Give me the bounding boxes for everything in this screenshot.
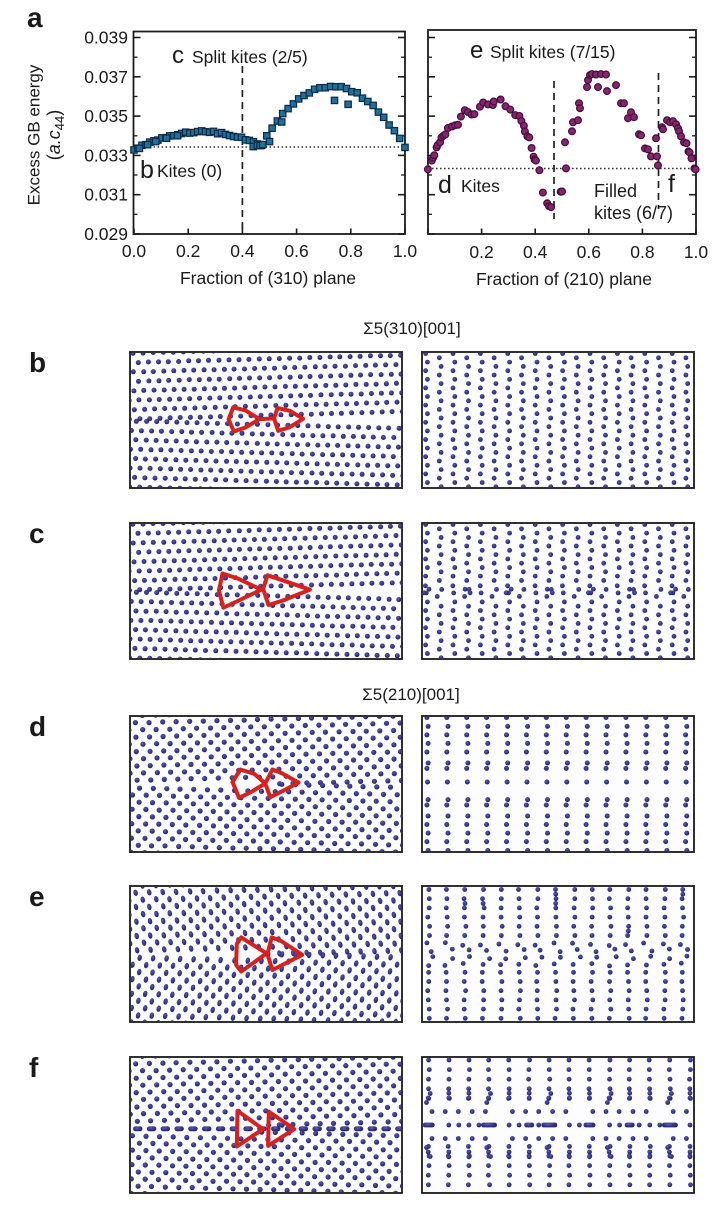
- svg-text:Kites: Kites: [461, 176, 500, 196]
- svg-text:0.8: 0.8: [630, 242, 654, 262]
- svg-text:1.0: 1.0: [684, 242, 709, 262]
- svg-text:0.031: 0.031: [84, 185, 128, 205]
- svg-text:kites (6/7): kites (6/7): [594, 203, 673, 223]
- svg-text:0.4: 0.4: [230, 241, 255, 261]
- svg-text:e: e: [470, 37, 483, 64]
- svg-text:d: d: [438, 171, 452, 199]
- svg-text:b: b: [140, 156, 154, 184]
- svg-text:0.029: 0.029: [84, 224, 128, 244]
- svg-text:0.6: 0.6: [577, 242, 601, 262]
- svg-text:0.039: 0.039: [84, 28, 128, 48]
- svg-text:b: b: [29, 347, 46, 378]
- svg-text:0.8: 0.8: [339, 241, 363, 261]
- svg-text:Filled: Filled: [594, 181, 637, 201]
- svg-text:e: e: [29, 881, 45, 912]
- svg-text:Σ5(310)[001]: Σ5(310)[001]: [363, 319, 460, 338]
- svg-text:f: f: [29, 1052, 39, 1083]
- svg-text:Σ5(210)[001]: Σ5(210)[001]: [362, 685, 459, 704]
- svg-text:d: d: [29, 711, 46, 742]
- svg-text:0.4: 0.4: [523, 242, 548, 262]
- svg-text:0.2: 0.2: [469, 242, 493, 262]
- svg-text:0.035: 0.035: [84, 106, 128, 126]
- svg-text:Kites (0): Kites (0): [157, 161, 222, 181]
- svg-text:0.6: 0.6: [284, 241, 308, 261]
- svg-text:f: f: [668, 170, 675, 198]
- svg-text:Fraction of (310) plane: Fraction of (310) plane: [180, 268, 356, 288]
- svg-text:a: a: [27, 2, 43, 33]
- svg-text:0.033: 0.033: [84, 145, 128, 165]
- svg-text:1.0: 1.0: [393, 241, 418, 261]
- svg-text:0.2: 0.2: [176, 241, 200, 261]
- svg-text:Fraction of (210) plane: Fraction of (210) plane: [476, 269, 652, 289]
- svg-text:c: c: [29, 518, 45, 549]
- svg-text:0.0: 0.0: [122, 241, 147, 261]
- svg-text:c: c: [172, 42, 184, 69]
- svg-text:Excess GB energy: Excess GB energy: [25, 64, 44, 205]
- svg-text:Split kites (2/5): Split kites (2/5): [192, 47, 308, 67]
- svg-text:Split kites (7/15): Split kites (7/15): [490, 42, 615, 62]
- svg-text:0.037: 0.037: [84, 67, 128, 87]
